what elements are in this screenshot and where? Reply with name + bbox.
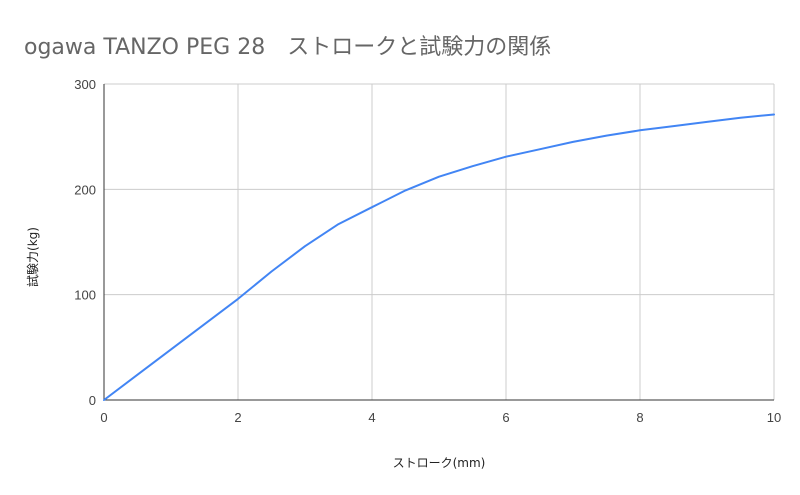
x-axis-label: ストローク(mm) (393, 456, 486, 470)
x-axis-ticks: 0 2 4 6 8 10 (100, 410, 781, 425)
x-tick-label: 2 (234, 410, 241, 425)
x-tick-label: 10 (767, 410, 781, 425)
y-tick-label: 300 (74, 77, 96, 92)
series-layer (103, 113, 775, 401)
gridlines (103, 83, 775, 401)
y-tick-label: 0 (89, 393, 96, 408)
y-tick-label: 100 (74, 288, 96, 303)
series-line (103, 113, 775, 401)
y-axis-ticks: 0 100 200 300 (74, 77, 96, 408)
x-tick-label: 0 (100, 410, 107, 425)
x-tick-label: 8 (636, 410, 643, 425)
chart-title: ogawa TANZO PEG 28 ストロークと試験力の関係 (24, 35, 551, 60)
x-tick-label: 4 (368, 410, 375, 425)
y-tick-label: 200 (74, 182, 96, 197)
y-axis-label: 試験力(kg) (25, 227, 40, 287)
x-tick-label: 6 (502, 410, 509, 425)
